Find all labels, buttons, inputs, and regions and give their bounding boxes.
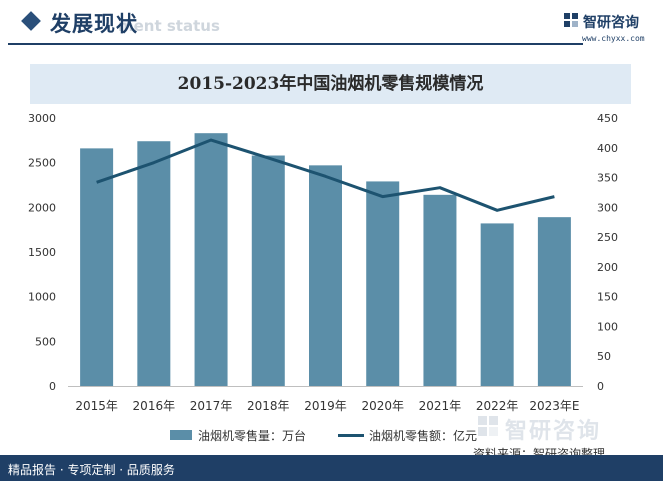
legend-bar-swatch [170, 430, 192, 440]
left-tick-label: 3000 [28, 112, 56, 125]
footer-brand-watermark: 智研咨询 [505, 419, 602, 444]
bar-1 [137, 141, 171, 386]
bar-8 [537, 217, 571, 386]
x-tick-label: 2020年 [361, 399, 404, 413]
left-tick-label: 1000 [28, 291, 56, 304]
footer-text: 精品报告 · 专项定制 · 品质服务 [8, 463, 175, 477]
brand-logo-icon [564, 13, 578, 27]
x-tick-label: 2022年 [476, 399, 519, 413]
right-tick-label: 50 [597, 350, 611, 363]
x-tick-label: 2017年 [190, 399, 233, 413]
brand-name: 智研咨询 [583, 15, 639, 31]
right-tick-label: 250 [597, 231, 618, 244]
bar-7 [480, 223, 514, 386]
right-tick-label: 300 [597, 201, 618, 214]
header-divider [8, 43, 583, 45]
x-tick-label: 2016年 [133, 399, 176, 413]
x-axis: 2015年 2016年 2017年 2018年 2019年 2020年 2021年 2022年… [68, 386, 583, 413]
chart-legend: 油烟机零售量：万台 油烟机零售额：亿元 [0, 424, 663, 446]
left-tick-label: 1500 [28, 246, 56, 259]
bar-4 [309, 165, 342, 386]
left-axis: 0 500 1000 1500 2000 2500 3000 [28, 112, 56, 393]
chart-plot: 0 500 1000 1500 2000 2500 3000 0 50 100 150 200 250… [28, 112, 618, 413]
legend-line-swatch [338, 434, 364, 437]
bar-5 [366, 181, 400, 386]
chart-title: 2015-2023年中国油烟机零售规模情况 [177, 74, 484, 94]
left-tick-label: 2000 [28, 201, 56, 214]
right-tick-label: 100 [597, 320, 618, 333]
x-tick-label: 2021年 [419, 399, 462, 413]
bar-0 [80, 148, 114, 386]
footer-bar: 精品报告 · 专项定制 · 品质服务 [0, 455, 663, 481]
left-tick-label: 0 [49, 380, 56, 393]
x-tick-label: 2019年 [304, 399, 347, 413]
right-tick-label: 150 [597, 291, 618, 304]
legend-line-label: 油烟机零售额：亿元 [369, 429, 478, 443]
right-tick-label: 0 [597, 380, 604, 393]
line-layer [96, 138, 555, 212]
right-tick-label: 400 [597, 142, 618, 155]
right-tick-label: 350 [597, 172, 618, 185]
diamond-icon [21, 11, 41, 31]
section-title: 发展现状 [50, 12, 138, 36]
x-tick-label: 2018年 [247, 399, 290, 413]
page-header: ment status 发展现状 智研咨询 www.chyxx.com [0, 0, 663, 46]
right-tick-label: 450 [597, 112, 618, 125]
footer-brand-logo-icon [478, 416, 498, 436]
legend-bar-label: 油烟机零售量：万台 [198, 429, 307, 443]
left-tick-label: 2500 [28, 157, 56, 170]
right-axis: 0 50 100 150 200 250 300 350 400 450 [597, 112, 618, 393]
bars-layer [80, 133, 571, 386]
bar-3 [251, 155, 285, 386]
left-tick-label: 500 [35, 335, 56, 348]
x-tick-label: 2023年E [529, 399, 579, 413]
brand-url[interactable]: www.chyxx.com [582, 34, 645, 43]
chart-title-banner: 2015-2023年中国油烟机零售规模情况 [30, 64, 631, 104]
bar-6 [423, 194, 457, 386]
bar-2 [194, 133, 228, 386]
section-subtitle: ment status [118, 17, 220, 35]
right-tick-label: 200 [597, 261, 618, 274]
x-tick-label: 2015年 [75, 399, 118, 413]
